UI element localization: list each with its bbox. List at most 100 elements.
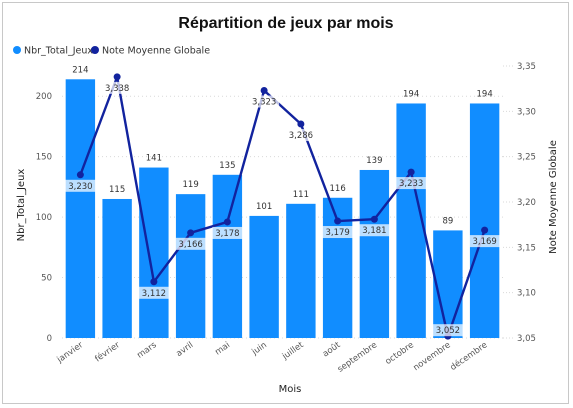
y-axis-right: 3,05 3,10 3,15 3,20 3,25 3,30 3,35	[517, 62, 536, 344]
line-data-label: 3,233	[399, 179, 423, 189]
bar-data-label: 194	[403, 89, 419, 99]
x-tick-label: août	[321, 340, 343, 360]
line-label-bg	[138, 286, 169, 299]
line-point	[370, 215, 378, 223]
bar	[102, 198, 132, 338]
line-label-bg	[175, 237, 206, 250]
y2-tick-label: 3,35	[517, 62, 536, 72]
bar	[175, 194, 206, 338]
line-data-label: 3,112	[142, 289, 166, 299]
line-label-bg	[432, 324, 463, 337]
y2-tick-label: 3,20	[517, 198, 536, 208]
x-tick-label: décembre	[448, 339, 489, 373]
line-data-label: 3,052	[436, 326, 460, 336]
line-label-bg	[285, 129, 316, 142]
line-label-bg	[359, 224, 390, 237]
x-tick-label: juillet	[280, 340, 306, 363]
line-point	[407, 168, 415, 176]
y2-tick-label: 3,15	[517, 243, 536, 253]
bar-data-label: 115	[109, 185, 125, 195]
y-axis-left: 0 50 100 150 200	[36, 92, 52, 344]
line-label-bg	[102, 81, 133, 94]
bar-data-label: 89	[442, 216, 453, 226]
bar-data-label: 194	[477, 89, 493, 99]
x-tick-label: novembre	[412, 340, 453, 373]
y-tick-label: 0	[47, 334, 52, 344]
bar-data-label: 135	[219, 161, 235, 171]
bar	[249, 215, 279, 338]
bar-series	[65, 79, 500, 338]
line-point	[187, 229, 195, 237]
line-data-label: 3,178	[215, 229, 239, 239]
line-label-bg	[469, 235, 500, 248]
line-label-bg	[249, 95, 280, 108]
y2-axis-title: Note Moyenne Globale	[548, 140, 559, 254]
legend-marker-bars	[13, 46, 21, 54]
line-point	[260, 86, 268, 94]
y-axis-title: Nbr_Total_Jeux	[16, 169, 27, 242]
line-data-label: 3,338	[105, 84, 129, 94]
y2-tick-label: 3,05	[517, 334, 536, 344]
bar-data-label: 111	[293, 190, 309, 200]
bar	[65, 79, 96, 338]
y2-tick-label: 3,10	[517, 289, 536, 299]
bar-data-label: 214	[72, 65, 88, 75]
legend-label-line: Note Moyenne Globale	[102, 46, 210, 57]
bar	[139, 167, 169, 338]
x-tick-label: septembre	[336, 340, 379, 374]
x-tick-label: janvier	[55, 340, 86, 366]
chart-title: Répartition de jeux par mois	[178, 15, 393, 32]
x-tick-label: mars	[135, 340, 159, 361]
line-point	[76, 171, 84, 179]
line-labels: 3,230 3,338 3,112 3,166 3,178 3,323 3,286 3,179…	[65, 81, 500, 337]
x-tick-label: octobre	[384, 340, 416, 367]
x-axis: janvier février mars avril mai juin juillet aoû…	[55, 339, 490, 375]
x-tick-label: février	[93, 339, 123, 364]
line-data-label: 3,181	[362, 226, 386, 236]
bar-data-label: 101	[256, 202, 272, 212]
bar-data-label: 119	[183, 180, 199, 190]
y-tick-label: 150	[36, 153, 52, 163]
y-tick-label: 50	[41, 274, 52, 284]
line-data-label: 3,179	[325, 228, 349, 238]
series-line	[79, 75, 486, 338]
line-label-bg	[396, 177, 427, 190]
line-point	[150, 278, 158, 286]
x-axis-title: Mois	[279, 384, 302, 395]
bar	[212, 174, 243, 338]
bar-data-label: 141	[146, 154, 162, 164]
bar-data-label: 139	[366, 156, 382, 166]
line-data-label: 3,323	[252, 97, 276, 107]
bar	[433, 230, 463, 338]
line-data-label: 3,230	[68, 182, 92, 192]
line-point	[334, 217, 342, 225]
bar-labels: 214 115 141 119 135 101 111 116 139 194 89 194	[72, 65, 492, 226]
bar	[469, 103, 500, 338]
line-data-label: 3,169	[472, 237, 496, 247]
x-tick-label: juin	[250, 340, 269, 358]
bar-data-label: 116	[330, 184, 346, 194]
line-point	[113, 73, 121, 81]
gridlines	[62, 65, 513, 339]
line-label-bg	[322, 226, 353, 239]
line-label-bg	[212, 226, 243, 239]
line-data-label: 3,286	[289, 131, 313, 141]
legend[interactable]: Nbr_Total_Jeux Note Moyenne Globale	[13, 46, 210, 57]
line-series	[76, 73, 489, 340]
y2-tick-label: 3,25	[517, 153, 536, 163]
legend-marker-line	[91, 46, 99, 54]
x-tick-label: mai	[213, 340, 232, 357]
line-data-label: 3,166	[178, 240, 202, 250]
bar	[286, 203, 316, 338]
y2-tick-label: 3,30	[517, 107, 536, 117]
line-point	[297, 120, 305, 128]
legend-label-bars: Nbr_Total_Jeux	[24, 46, 93, 57]
line-point	[223, 218, 231, 226]
line-label-bg	[65, 179, 96, 192]
y-tick-label: 100	[36, 213, 52, 223]
line-point	[481, 226, 489, 234]
x-tick-label: avril	[174, 340, 195, 359]
y-tick-label: 200	[36, 92, 52, 102]
bar	[359, 169, 390, 338]
